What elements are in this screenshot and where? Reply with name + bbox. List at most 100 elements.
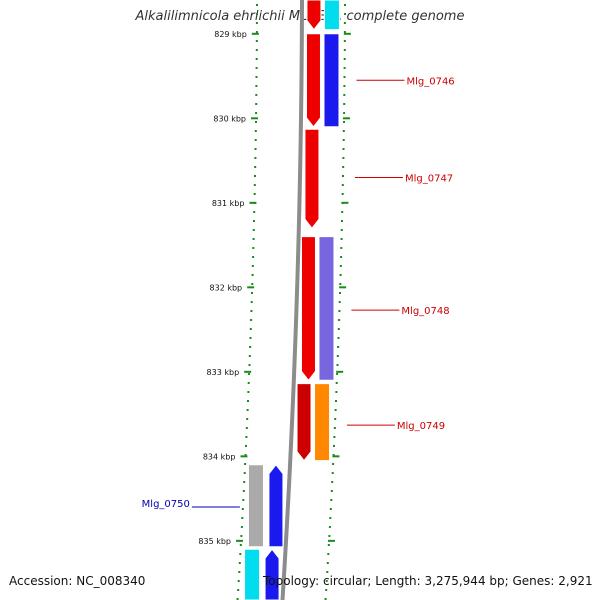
minor-tick-left — [255, 121, 257, 123]
minor-tick-left — [248, 373, 251, 375]
minor-tick-right — [343, 40, 346, 42]
topology-text: Topology: circular; Length: 3,275,944 bp… — [263, 574, 593, 588]
minor-tick-left — [253, 220, 255, 222]
gene-arrow — [296, 383, 312, 462]
gene-arrow — [304, 128, 320, 229]
minor-tick-right — [329, 517, 332, 519]
minor-tick-right — [343, 31, 346, 33]
minor-tick-right — [343, 58, 346, 60]
minor-tick-right — [343, 67, 346, 69]
minor-tick-right — [343, 49, 346, 51]
minor-tick-left — [254, 175, 256, 177]
minor-tick-left — [240, 535, 243, 537]
minor-tick-left — [241, 517, 244, 519]
minor-tick-left — [239, 544, 242, 546]
minor-tick-right — [341, 220, 343, 222]
minor-tick-right — [340, 238, 343, 240]
minor-tick-right — [342, 157, 345, 159]
minor-tick-left — [243, 472, 246, 474]
minor-tick-right — [340, 247, 343, 249]
minor-tick-right — [329, 508, 332, 510]
gene-label: Mlg_0748 — [401, 306, 449, 317]
minor-tick-left — [247, 400, 249, 402]
minor-tick-left — [237, 589, 240, 591]
minor-tick-left — [240, 526, 243, 528]
minor-tick-right — [343, 103, 346, 105]
genome-backbone — [280, 0, 304, 600]
minor-tick-left — [247, 391, 250, 393]
minor-tick-left — [250, 319, 253, 321]
minor-tick-right — [333, 445, 335, 447]
minor-tick-right — [336, 364, 339, 366]
gene-label: Mlg_0746 — [406, 76, 454, 87]
minor-tick-right — [343, 22, 346, 24]
minor-tick-left — [251, 274, 254, 276]
accession-text: Accession: NC_008340 — [9, 574, 146, 588]
cog-block — [244, 548, 261, 600]
minor-tick-right — [337, 346, 340, 348]
minor-tick-left — [256, 13, 258, 15]
minor-tick-left — [248, 364, 251, 366]
minor-tick-right — [331, 481, 334, 483]
minor-tick-left — [251, 292, 253, 294]
minor-tick-right — [333, 436, 336, 438]
minor-tick-right — [328, 526, 331, 528]
minor-tick-left — [255, 94, 258, 96]
minor-tick-left — [254, 130, 257, 132]
minor-tick-right — [337, 328, 340, 330]
minor-tick-right — [344, 4, 346, 6]
cog-block — [323, 33, 340, 128]
minor-tick-right — [335, 400, 337, 402]
minor-tick-right — [332, 454, 335, 456]
minor-tick-right — [332, 463, 335, 465]
minor-tick-right — [331, 472, 334, 474]
minor-tick-right — [325, 580, 328, 582]
minor-tick-right — [343, 112, 346, 114]
minor-tick-left — [254, 157, 257, 159]
minor-tick-right — [335, 382, 338, 384]
gene-label: Mlg_0747 — [405, 173, 453, 184]
minor-tick-right — [326, 562, 329, 564]
minor-tick-left — [249, 337, 252, 339]
minor-tick-right — [337, 337, 340, 339]
minor-tick-left — [253, 184, 256, 186]
minor-tick-left — [244, 463, 247, 465]
minor-tick-right — [333, 427, 336, 429]
minor-tick-left — [246, 418, 249, 420]
minor-tick-right — [328, 535, 331, 537]
minor-tick-right — [334, 409, 337, 411]
tick-label: 833 kbp — [207, 368, 240, 377]
minor-tick-left — [238, 562, 241, 564]
minor-tick-left — [254, 139, 257, 141]
minor-tick-right — [330, 499, 333, 501]
minor-tick-left — [236, 598, 239, 600]
minor-tick-right — [327, 553, 330, 555]
minor-tick-left — [249, 328, 252, 330]
cog-block — [247, 464, 264, 548]
tick-label: 832 kbp — [210, 283, 243, 292]
tick-label: 835 kbp — [198, 537, 231, 546]
gene-arrow — [268, 463, 284, 548]
minor-tick-right — [338, 319, 341, 321]
minor-tick-left — [255, 40, 258, 42]
minor-tick-left — [252, 247, 255, 249]
minor-tick-left — [255, 67, 258, 69]
minor-tick-left — [255, 76, 258, 78]
minor-tick-left — [255, 85, 258, 87]
gene-label: Mlg_0750 — [142, 499, 190, 510]
minor-tick-right — [344, 13, 346, 15]
minor-tick-right — [341, 193, 344, 195]
gene-arrow — [264, 548, 280, 600]
cog-block — [314, 383, 331, 462]
minor-tick-left — [252, 256, 255, 258]
minor-tick-left — [245, 445, 247, 447]
minor-tick-right — [342, 166, 345, 168]
minor-tick-left — [255, 22, 258, 24]
minor-tick-left — [253, 193, 256, 195]
minor-tick-left — [254, 166, 257, 168]
minor-tick-right — [343, 121, 345, 123]
minor-tick-left — [253, 211, 256, 213]
cog-block — [318, 236, 335, 381]
